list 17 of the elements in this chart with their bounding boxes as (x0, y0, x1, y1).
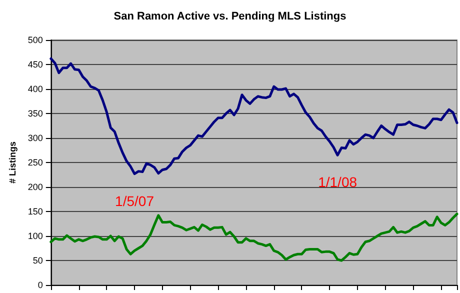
annotation: 1/1/08 (318, 174, 358, 190)
y-tick-label: 250 (28, 158, 43, 168)
y-tick-label: 200 (28, 182, 43, 192)
annotation: 1/5/07 (115, 192, 154, 209)
y-tick-label: 50 (32, 256, 43, 266)
y-tick-label: 500 (28, 35, 43, 45)
y-tick-label: 150 (28, 206, 43, 216)
y-tick-label: 350 (28, 108, 43, 118)
y-tick-label: 450 (28, 60, 43, 70)
line-series (50, 57, 458, 176)
line-series (50, 212, 458, 262)
y-tick-label: 100 (28, 231, 43, 241)
y-tick-label: 300 (28, 133, 43, 143)
y-tick-label: 0 (38, 280, 43, 290)
chart-title: San Ramon Active vs. Pending MLS Listings (114, 10, 346, 22)
y-tick-label: 400 (28, 84, 43, 94)
y-axis-title: # Listings (8, 141, 18, 184)
